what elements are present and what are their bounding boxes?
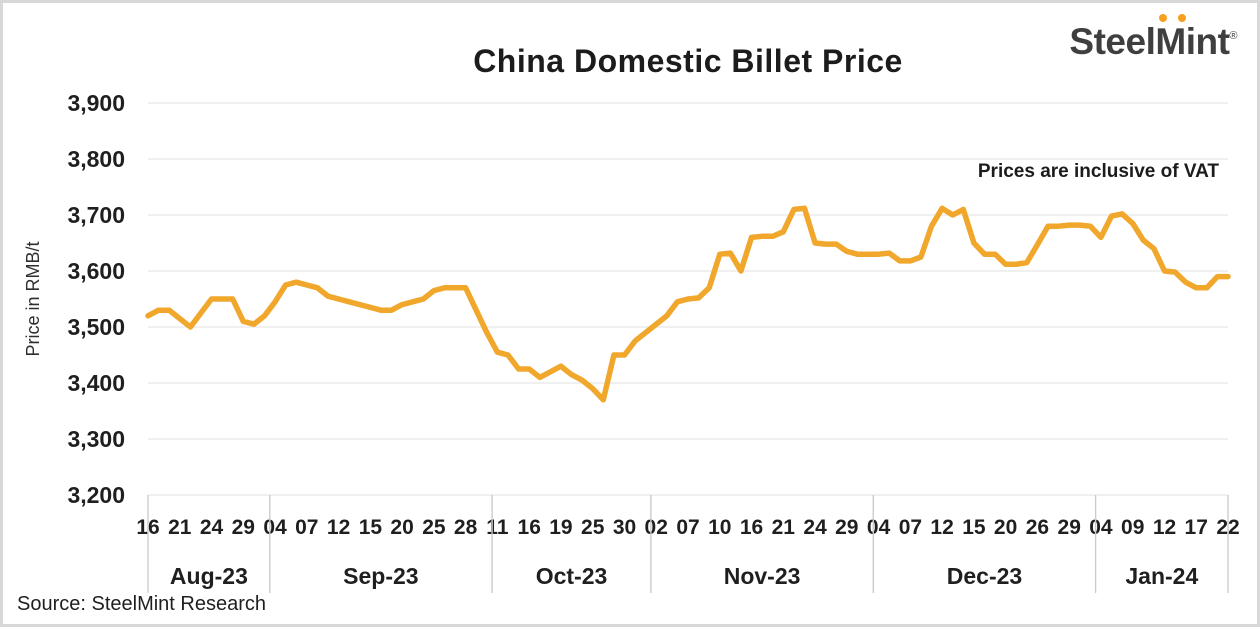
price-line bbox=[145, 205, 1231, 403]
registered-trademark-icon: ® bbox=[1229, 30, 1237, 42]
logo-dot-icon bbox=[1159, 14, 1168, 22]
month-label: Oct-23 bbox=[536, 563, 608, 589]
x-tick-label: 02 bbox=[645, 516, 668, 539]
steelmint-logo: Steel Mint® bbox=[1069, 14, 1237, 63]
x-tick-label: 07 bbox=[899, 516, 922, 539]
x-tick-label: 24 bbox=[200, 516, 224, 539]
x-tick-label: 12 bbox=[1153, 516, 1176, 539]
y-tick-label: 3,500 bbox=[67, 314, 125, 340]
x-tick-label: 29 bbox=[232, 516, 255, 539]
month-label: Nov-23 bbox=[724, 563, 801, 589]
x-tick-label: 04 bbox=[1089, 516, 1113, 539]
vat-annotation: Prices are inclusive of VAT bbox=[977, 161, 1219, 182]
x-tick-label: 10 bbox=[708, 516, 731, 539]
x-tick-label: 15 bbox=[359, 516, 383, 539]
y-tick-label: 3,800 bbox=[67, 146, 125, 172]
x-tick-label: 17 bbox=[1185, 516, 1208, 539]
x-tick-label: 29 bbox=[1058, 516, 1081, 539]
x-tick-label: 19 bbox=[549, 516, 572, 539]
x-tick-label: 12 bbox=[930, 516, 953, 539]
x-tick-label: 24 bbox=[803, 516, 827, 539]
x-tick-label: 07 bbox=[295, 516, 318, 539]
x-tick-label: 09 bbox=[1121, 516, 1144, 539]
x-tick-label: 20 bbox=[994, 516, 1017, 539]
price-line-chart: 3,900 3,800 3,700 3,600 3,500 3,400 3,300 3,200… bbox=[23, 90, 1240, 593]
x-tick-label: 30 bbox=[613, 516, 636, 539]
x-tick-label: 15 bbox=[962, 516, 986, 539]
x-tick-label: 25 bbox=[422, 516, 446, 539]
y-tick-label: 3,200 bbox=[67, 482, 125, 508]
x-tick-label: 04 bbox=[867, 516, 891, 539]
logo-text-steel: Steel bbox=[1069, 21, 1156, 62]
month-label: Jan-24 bbox=[1125, 563, 1198, 589]
x-tick-label: 07 bbox=[676, 516, 699, 539]
y-tick-label: 3,600 bbox=[67, 258, 125, 284]
y-tick-label: 3,300 bbox=[67, 426, 125, 452]
logo-dot-icon bbox=[1178, 14, 1187, 22]
x-tick-label: 21 bbox=[772, 516, 796, 539]
x-tick-label: 20 bbox=[390, 516, 413, 539]
x-tick-label: 16 bbox=[740, 516, 763, 539]
x-tick-label: 04 bbox=[263, 516, 287, 539]
month-label: Sep-23 bbox=[343, 563, 418, 589]
y-tick-label: 3,400 bbox=[67, 370, 125, 396]
logo-letter-m: M bbox=[1155, 14, 1187, 63]
logo-text-int: int bbox=[1185, 21, 1230, 62]
chart-title: China Domestic Billet Price bbox=[473, 43, 903, 79]
x-tick-label: 11 bbox=[486, 516, 509, 539]
month-label: Aug-23 bbox=[170, 563, 248, 589]
source-note: Source: SteelMint Research bbox=[17, 593, 267, 615]
y-tick-label: 3,900 bbox=[67, 90, 125, 116]
x-tick-label: 12 bbox=[327, 516, 350, 539]
x-tick-label: 25 bbox=[581, 516, 605, 539]
month-label: Dec-23 bbox=[947, 563, 1022, 589]
x-tick-label: 29 bbox=[835, 516, 858, 539]
x-tick-label: 26 bbox=[1026, 516, 1049, 539]
x-tick-label: 28 bbox=[454, 516, 478, 539]
y-axis-title: Price in RMB/t bbox=[23, 241, 43, 356]
x-tick-label: 16 bbox=[518, 516, 541, 539]
y-tick-label: 3,700 bbox=[67, 202, 125, 228]
x-tick-label: 21 bbox=[168, 516, 192, 539]
